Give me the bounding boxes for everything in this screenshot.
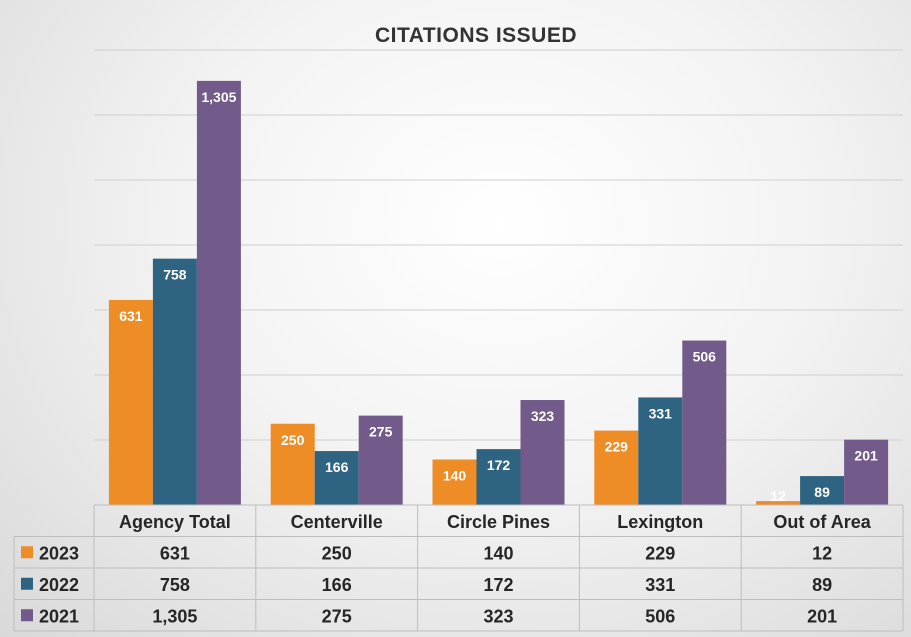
bar-value-label: 166 xyxy=(325,459,349,475)
bar-2022-3 xyxy=(638,397,683,505)
table-cell: 12 xyxy=(812,543,832,563)
table-cell: 275 xyxy=(322,606,352,626)
table-cell: 331 xyxy=(645,575,675,595)
table-cell: 140 xyxy=(483,543,513,563)
table-cell: 323 xyxy=(483,606,513,626)
category-label: Lexington xyxy=(617,512,703,532)
table-cell: 1,305 xyxy=(152,606,197,626)
bar-2023-3 xyxy=(594,430,639,505)
bar-2023-1 xyxy=(270,423,315,505)
bar-labels: 631 758 1,305 250 166 275 140 172 323 229 331 506 12… xyxy=(119,89,878,504)
data-table: Agency Total Centerville Circle Pines Lexin… xyxy=(13,504,904,632)
table-cell: 506 xyxy=(645,606,675,626)
bar-2022-0 xyxy=(152,258,197,505)
bar-value-label: 12 xyxy=(770,488,786,504)
bar-value-label: 229 xyxy=(605,439,629,455)
bar-2021-3 xyxy=(682,340,727,505)
bar-2021-1 xyxy=(358,415,403,505)
bar-2022-2 xyxy=(476,449,521,505)
bars xyxy=(108,80,889,505)
bar-value-label: 275 xyxy=(369,424,393,440)
bar-2022-1 xyxy=(314,451,359,505)
table-cell: 172 xyxy=(483,575,513,595)
legend-label-2022: 2022 xyxy=(39,575,79,595)
bar-value-label: 89 xyxy=(814,484,830,500)
table-cell: 166 xyxy=(322,575,352,595)
category-label: Agency Total xyxy=(119,512,231,532)
bar-value-label: 631 xyxy=(119,308,143,324)
bar-value-label: 172 xyxy=(487,457,511,473)
legend-swatch-2022 xyxy=(21,577,33,590)
bar-value-label: 250 xyxy=(281,432,305,448)
bar-2023-2 xyxy=(432,459,477,505)
category-label: Out of Area xyxy=(773,512,871,532)
table-cell: 229 xyxy=(645,543,675,563)
bar-value-label: 201 xyxy=(854,448,878,464)
category-label: Circle Pines xyxy=(447,512,550,532)
legend-swatch-2021 xyxy=(21,609,33,622)
table-cell: 89 xyxy=(812,575,832,595)
bar-2021-0 xyxy=(196,80,241,505)
bar-2023-4 xyxy=(756,501,801,505)
legend-swatch-2023 xyxy=(21,546,33,559)
bar-2021-4 xyxy=(844,439,889,505)
table-cell: 250 xyxy=(322,543,352,563)
table-cell: 631 xyxy=(160,543,190,563)
bar-value-label: 1,305 xyxy=(201,89,236,105)
category-label: Centerville xyxy=(291,512,383,532)
bar-2021-2 xyxy=(520,400,565,505)
bar-value-label: 331 xyxy=(649,405,673,421)
bar-value-label: 323 xyxy=(531,408,555,424)
table-cell: 201 xyxy=(807,606,837,626)
chart-title: CITATIONS ISSUED xyxy=(375,24,577,47)
legend-label-2023: 2023 xyxy=(39,543,79,563)
bar-2023-0 xyxy=(108,299,153,505)
bar-value-label: 758 xyxy=(163,267,187,283)
bar-value-label: 140 xyxy=(443,468,467,484)
bar-2022-4 xyxy=(800,476,845,505)
table-cell: 758 xyxy=(160,575,190,595)
bar-value-label: 506 xyxy=(693,349,717,365)
legend-label-2021: 2021 xyxy=(39,606,79,626)
